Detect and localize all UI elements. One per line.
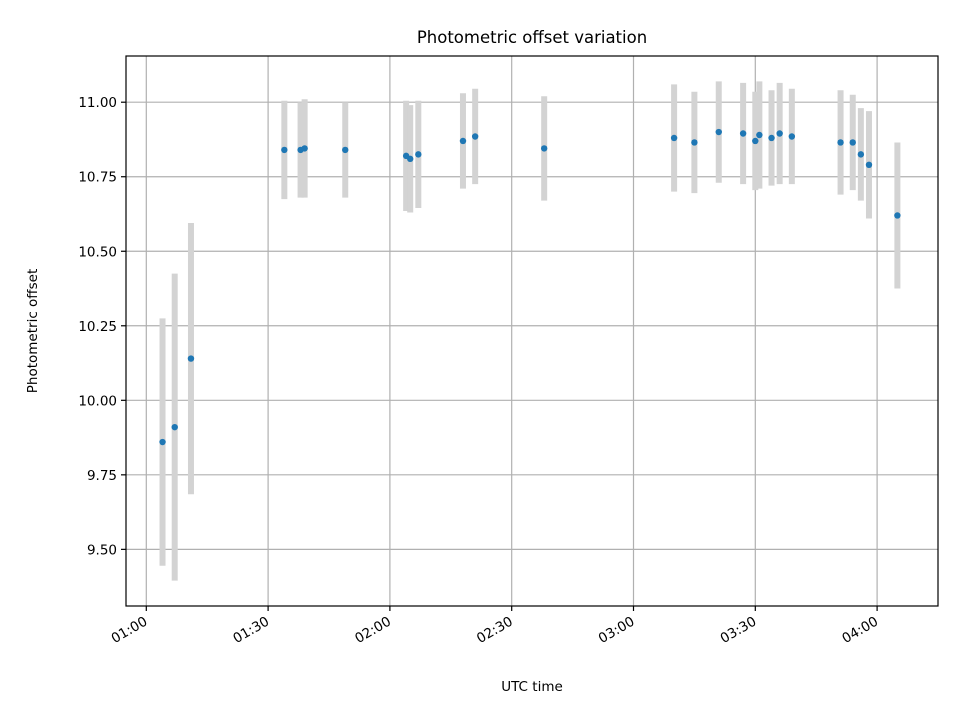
x-axis-ticks: 01:00 01:30 02:00 02:30 03:00 03:30 04:00 [109, 606, 881, 647]
data-point [715, 128, 722, 136]
data-point [187, 355, 195, 362]
data-point [752, 137, 759, 145]
data-point [171, 423, 178, 431]
y-tick-label: 9.50 [87, 542, 117, 558]
y-tick-label: 10.00 [78, 393, 117, 409]
y-tick-label: 9.75 [87, 468, 117, 484]
grid [126, 56, 938, 606]
data-point [281, 146, 288, 154]
data-point [857, 151, 865, 158]
x-tick-label: 03:00 [596, 614, 638, 647]
data-point [849, 139, 856, 146]
chart-title: Photometric offset variation [417, 28, 647, 47]
data-point [670, 134, 678, 142]
data-point [788, 133, 796, 140]
data-point [407, 155, 414, 163]
y-tick-label: 10.25 [78, 319, 117, 335]
data-point [756, 131, 763, 139]
x-tick-label: 01:00 [109, 614, 151, 647]
data-points [159, 128, 901, 446]
x-axis-label: UTC time [501, 679, 563, 695]
x-tick-label: 02:00 [352, 614, 394, 647]
error-bars [159, 81, 901, 581]
data-point [301, 145, 308, 152]
plot-frame [125, 55, 939, 607]
data-point [776, 130, 783, 137]
x-tick-label: 01:30 [230, 614, 272, 647]
data-point [768, 134, 775, 142]
x-tick-label: 03:30 [718, 614, 760, 647]
y-axis-ticks: 9.50 9.75 10.00 10.25 10.50 10.75 11.00 [78, 95, 126, 558]
x-tick-label: 02:30 [474, 614, 516, 647]
y-tick-label: 10.50 [78, 244, 117, 260]
data-point [894, 212, 901, 219]
data-point [459, 137, 467, 145]
y-tick-label: 11.00 [78, 95, 117, 111]
data-point [739, 130, 747, 137]
data-point [837, 139, 844, 146]
data-point [471, 133, 479, 140]
y-axis-label: Photometric offset [25, 269, 41, 393]
y-tick-label: 10.75 [78, 170, 117, 186]
data-point [865, 161, 873, 169]
data-point [540, 145, 548, 152]
x-tick-label: 04:00 [839, 614, 881, 647]
data-point [342, 146, 349, 154]
data-point [691, 139, 698, 146]
data-point [415, 151, 422, 158]
data-point [159, 438, 166, 446]
